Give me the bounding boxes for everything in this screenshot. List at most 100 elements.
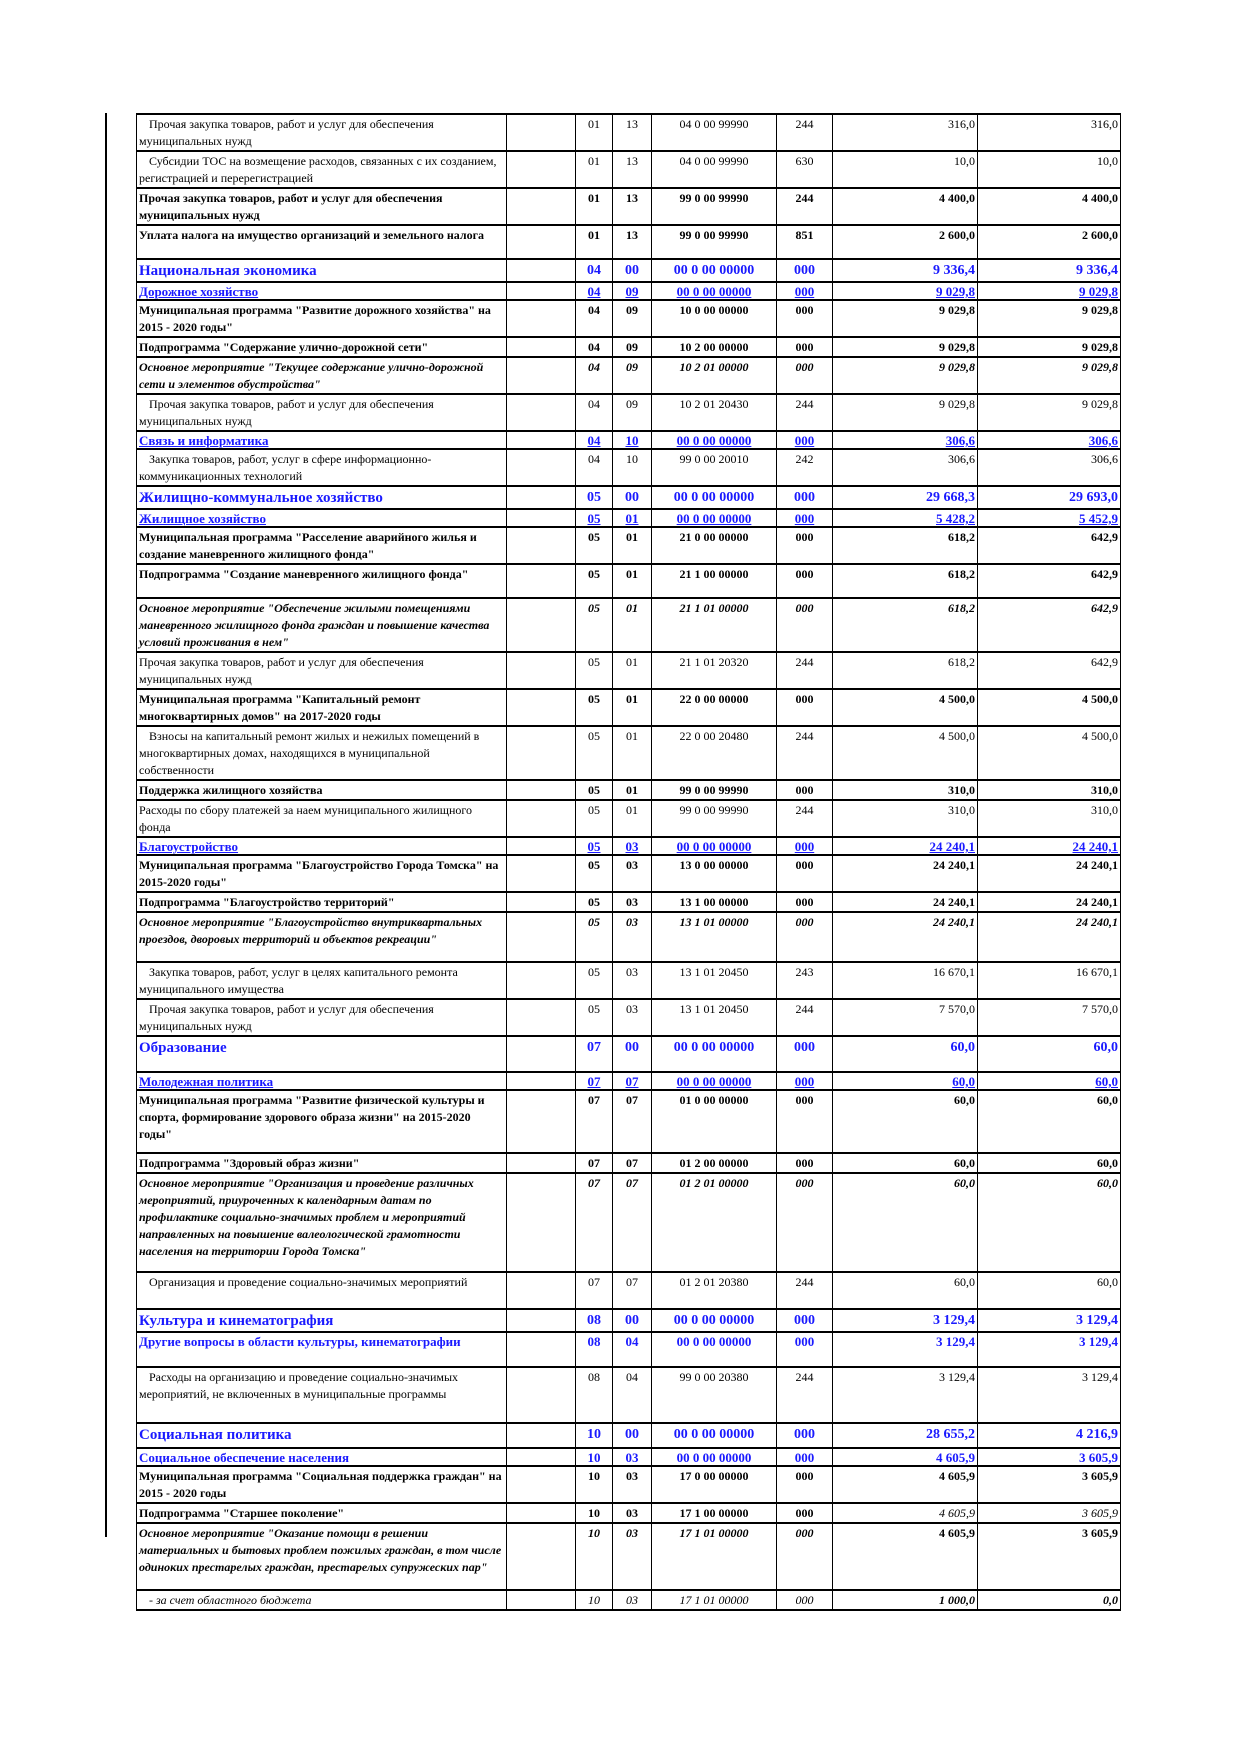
- table-row: Основное мероприятие "Текущее содержание…: [136, 356, 1121, 395]
- section-code: 05: [575, 526, 613, 565]
- target-article-code: 10 2 00 00000: [651, 336, 777, 358]
- row-description: Прочая закупка товаров, работ и услуг дл…: [136, 187, 507, 226]
- table-row: Жилищно-коммунальное хозяйство 05 00 00 0 0…: [136, 485, 1121, 510]
- row-description: Основное мероприятие "Организация и пров…: [136, 1172, 507, 1273]
- section-code: 07: [575, 1035, 613, 1073]
- amount-2: 4 400,0: [977, 187, 1121, 226]
- row-description: Основное мероприятие "Обеспечение жилыми…: [136, 597, 507, 653]
- expense-type-code: 000: [776, 508, 833, 528]
- amount-1: 16 670,1: [832, 961, 978, 1000]
- amount-1: 29 668,3: [832, 485, 978, 510]
- expense-type-code: 244: [776, 187, 833, 226]
- row-description: Дорожное хозяйство: [136, 281, 507, 301]
- amount-2: 310,0: [977, 799, 1121, 838]
- section-code: 10: [575, 1447, 613, 1467]
- row-description: Жилищное хозяйство: [136, 508, 507, 528]
- table-row: Подпрограмма "Старшее поколение" 10 03 17 1…: [136, 1502, 1121, 1524]
- subsection-code: 13: [612, 113, 652, 152]
- amount-2: 16 670,1: [977, 961, 1121, 1000]
- subsection-code: 10: [612, 430, 652, 450]
- section-code: 05: [575, 961, 613, 1000]
- amount-2: 24 240,1: [977, 891, 1121, 913]
- row-description: Подпрограмма "Здоровый образ жизни": [136, 1152, 507, 1174]
- subsection-code: 01: [612, 688, 652, 727]
- section-code: 05: [575, 485, 613, 510]
- empty-cell: [506, 1089, 576, 1154]
- expense-type-code: 244: [776, 651, 833, 690]
- amount-1: 9 029,8: [832, 281, 978, 301]
- section-code: 05: [575, 836, 613, 856]
- amount-2: 642,9: [977, 526, 1121, 565]
- expense-type-code: 000: [776, 1589, 833, 1611]
- expense-type-code: 000: [776, 911, 833, 963]
- target-article-code: 00 0 00 00000: [651, 430, 777, 450]
- amount-2: 642,9: [977, 563, 1121, 599]
- expense-type-code: 000: [776, 258, 833, 283]
- expense-type-code: 000: [776, 1447, 833, 1467]
- row-description: Подпрограмма "Содержание улично-дорожной…: [136, 336, 507, 358]
- target-article-code: 13 1 01 20450: [651, 961, 777, 1000]
- empty-cell: [506, 597, 576, 653]
- amount-2: 9 029,8: [977, 299, 1121, 338]
- amount-1: 310,0: [832, 779, 978, 801]
- row-description: Муниципальная программа "Развитие дорожн…: [136, 299, 507, 338]
- subsection-code: 01: [612, 597, 652, 653]
- empty-cell: [506, 1172, 576, 1273]
- row-description: Поддержка жилищного хозяйства: [136, 779, 507, 801]
- empty-cell: [506, 563, 576, 599]
- amount-1: 3 129,4: [832, 1308, 978, 1333]
- empty-cell: [506, 1071, 576, 1091]
- target-article-code: 21 0 00 00000: [651, 526, 777, 565]
- amount-1: 4 605,9: [832, 1522, 978, 1591]
- section-code: 05: [575, 563, 613, 599]
- amount-1: 9 336,4: [832, 258, 978, 283]
- target-article-code: 99 0 00 99990: [651, 224, 777, 260]
- table-row: Подпрограмма "Здоровый образ жизни" 07 07 0…: [136, 1152, 1121, 1174]
- empty-cell: [506, 258, 576, 283]
- amount-1: 4 500,0: [832, 725, 978, 781]
- table-row: Расходы на организацию и проведение соци…: [136, 1366, 1121, 1424]
- table-row: Национальная экономика 04 00 00 0 00 00000 0…: [136, 258, 1121, 283]
- section-code: 07: [575, 1071, 613, 1091]
- section-code: 04: [575, 258, 613, 283]
- amount-1: 3 129,4: [832, 1366, 978, 1424]
- empty-cell: [506, 1522, 576, 1591]
- amount-2: 10,0: [977, 150, 1121, 189]
- target-article-code: 21 1 01 20320: [651, 651, 777, 690]
- section-code: 08: [575, 1308, 613, 1333]
- target-article-code: 01 0 00 00000: [651, 1089, 777, 1154]
- subsection-code: 00: [612, 1308, 652, 1333]
- subsection-code: 03: [612, 1502, 652, 1524]
- row-description: Культура и кинематография: [136, 1308, 507, 1333]
- amount-2: 60,0: [977, 1152, 1121, 1174]
- subsection-code: 03: [612, 836, 652, 856]
- row-description: Социальная политика: [136, 1422, 507, 1449]
- amount-2: 9 336,4: [977, 258, 1121, 283]
- empty-cell: [506, 1589, 576, 1611]
- expense-type-code: 244: [776, 1366, 833, 1424]
- section-code: 05: [575, 891, 613, 913]
- table-row: Закупка товаров, работ, услуг в целях ка…: [136, 961, 1121, 1000]
- amount-1: 618,2: [832, 526, 978, 565]
- empty-cell: [506, 1502, 576, 1524]
- amount-1: 60,0: [832, 1071, 978, 1091]
- subsection-code: 07: [612, 1152, 652, 1174]
- row-description: Муниципальная программа "Расселение авар…: [136, 526, 507, 565]
- amount-2: 306,6: [977, 448, 1121, 487]
- amount-1: 306,6: [832, 448, 978, 487]
- target-article-code: 22 0 00 20480: [651, 725, 777, 781]
- row-description: Муниципальная программа "Социальная подд…: [136, 1465, 507, 1504]
- empty-cell: [506, 911, 576, 963]
- table-row: Прочая закупка товаров, работ и услуг дл…: [136, 187, 1121, 226]
- row-description: Муниципальная программа "Развитие физиче…: [136, 1089, 507, 1154]
- table-row: Дорожное хозяйство 04 09 00 0 00 00000 000 9 …: [136, 281, 1121, 301]
- row-description: Муниципальная программа "Капитальный рем…: [136, 688, 507, 727]
- row-description: Прочая закупка товаров, работ и услуг дл…: [136, 113, 507, 152]
- table-row: Муниципальная программа "Развитие дорожн…: [136, 299, 1121, 338]
- row-description: Благоустройство: [136, 836, 507, 856]
- table-row: Закупка товаров, работ, услуг в сфере ин…: [136, 448, 1121, 487]
- target-article-code: 00 0 00 00000: [651, 258, 777, 283]
- target-article-code: 99 0 00 20010: [651, 448, 777, 487]
- amount-1: 4 500,0: [832, 688, 978, 727]
- table-row: Муниципальная программа "Развитие физиче…: [136, 1089, 1121, 1154]
